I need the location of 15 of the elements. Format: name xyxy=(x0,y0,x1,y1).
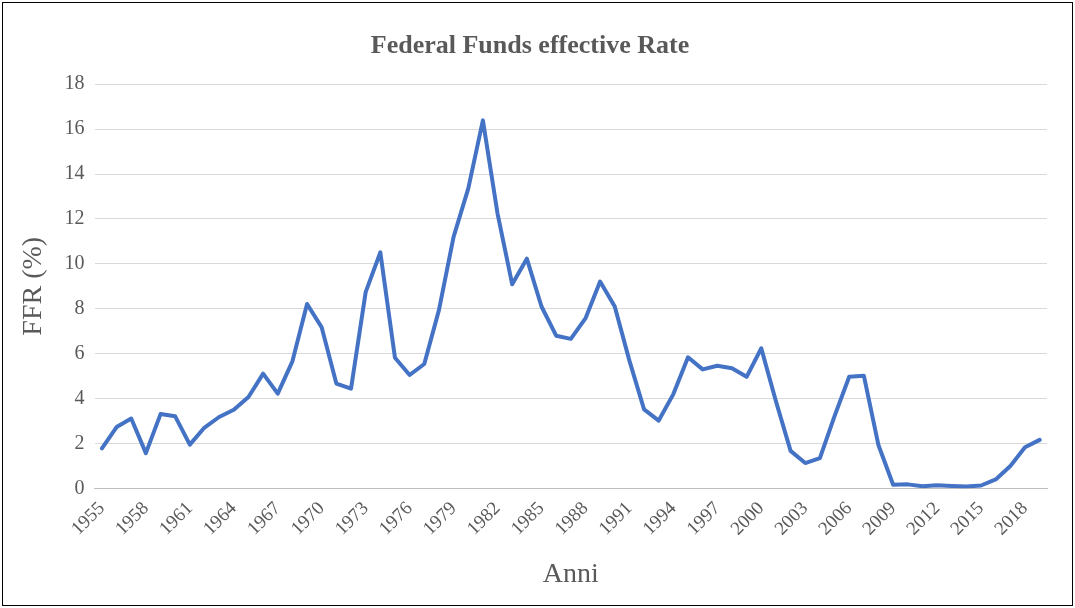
x-tick-label: 1991 xyxy=(594,496,636,539)
y-tick-label: 0 xyxy=(74,475,85,498)
y-tick-label: 10 xyxy=(64,251,85,274)
y-tick-label: 14 xyxy=(64,161,85,184)
x-tick-label: 1961 xyxy=(154,496,197,539)
x-axis-title: Anni xyxy=(542,556,600,588)
y-tick-label: 12 xyxy=(64,206,85,229)
chart-title: Federal Funds effective Rate xyxy=(370,30,690,60)
y-tick-label: 4 xyxy=(74,385,85,408)
y-tick-label: 6 xyxy=(74,340,85,363)
y-tick-label: 2 xyxy=(74,430,85,453)
y-axis-title: FFR (%) xyxy=(16,236,48,336)
y-tick-label: 8 xyxy=(74,296,85,319)
y-tick-label: 16 xyxy=(64,116,85,139)
y-tick-label: 18 xyxy=(64,71,85,94)
